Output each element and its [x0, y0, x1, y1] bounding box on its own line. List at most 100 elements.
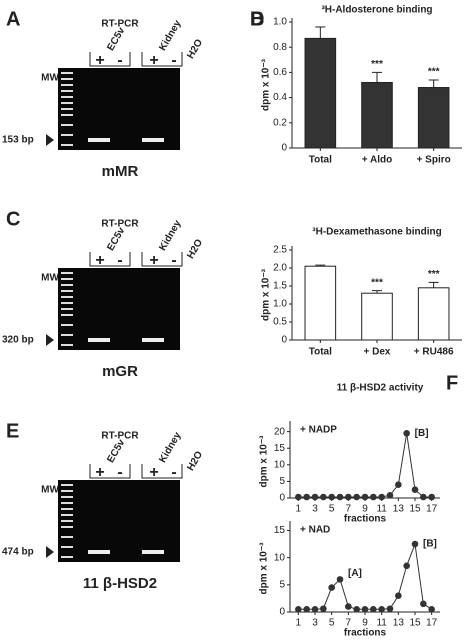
ladder-band [61, 546, 73, 548]
ladder-band [61, 314, 73, 316]
series-line [298, 433, 432, 498]
size-label: 474 bp [2, 547, 34, 558]
lane-group-label: Kidney [157, 218, 183, 253]
ladder-band [61, 124, 73, 126]
y-tick-label: 2.5 [273, 245, 287, 256]
ladder-band [61, 520, 73, 522]
x-axis-label: fractions [344, 514, 387, 525]
x-tick-label: Total [309, 347, 332, 358]
lane-label: H2O [185, 449, 205, 472]
x-tick-label: + Aldo [362, 155, 392, 166]
series-label: + NADP [300, 425, 337, 436]
x-tick-label: 17 [426, 618, 438, 629]
size-label: 153 bp [2, 135, 34, 146]
data-point [328, 493, 335, 501]
data-point [378, 605, 385, 613]
panel-label: B [250, 8, 264, 30]
pcr-band [142, 138, 164, 142]
data-point [420, 600, 427, 608]
ladder-band [61, 144, 73, 146]
lane-bracket [141, 52, 183, 67]
data-point [428, 493, 435, 501]
y-tick-label: 0.6 [273, 67, 287, 78]
significance: *** [428, 269, 440, 280]
peak-label: [B] [415, 428, 429, 439]
lane-label: - [117, 464, 122, 481]
y-axis-label: dpm x 10⁻³ [261, 58, 272, 111]
data-point [353, 605, 360, 613]
bar [417, 287, 450, 341]
ladder-band [61, 490, 73, 492]
data-point [370, 605, 377, 613]
gel-image [58, 480, 180, 562]
data-point [328, 584, 335, 591]
data-point [303, 493, 310, 501]
x-tick-label: 15 [409, 618, 421, 629]
pcr-band [88, 550, 110, 554]
ladder-band [61, 102, 73, 104]
x-tick-label: 7 [346, 504, 352, 515]
x-tick-label: 9 [362, 618, 368, 629]
ladder-band [61, 536, 73, 538]
lane-label: - [171, 464, 176, 481]
x-tick-label: 13 [393, 618, 405, 629]
ladder-band [61, 324, 73, 326]
data-point [378, 493, 385, 501]
gel-image [58, 268, 180, 350]
gel-caption: 11 β-HSD2 [83, 575, 157, 592]
panel-label: C [6, 208, 20, 230]
ladder-band [61, 284, 73, 286]
lane-label: H2O [185, 237, 205, 260]
error-bar [372, 71, 382, 83]
size-label: 320 bp [2, 335, 34, 346]
y-tick-label: 10 [274, 459, 286, 470]
x-tick-label: 1 [296, 618, 302, 629]
data-point [361, 605, 369, 613]
ladder-band [61, 514, 73, 516]
size-arrow [46, 334, 54, 346]
peak-label: [B] [423, 539, 437, 550]
data-point [345, 603, 352, 610]
ladder-band [61, 108, 73, 110]
bar [417, 87, 450, 149]
bar [304, 265, 337, 341]
x-tick-label: 13 [393, 504, 405, 515]
pcr-band [142, 338, 164, 342]
size-arrow [46, 546, 54, 558]
data-point [361, 493, 369, 501]
panel-label: F [446, 372, 458, 394]
x-tick-label: 3 [312, 618, 318, 629]
ladder-band [61, 90, 73, 92]
lane-label: - [117, 52, 122, 69]
x-tick-label: 7 [346, 618, 352, 629]
y-axis-label: dpm x 10⁻³ [259, 542, 270, 595]
x-tick-label: 11 [376, 618, 387, 629]
y-tick-label: 0.4 [273, 92, 287, 103]
error-bar [315, 26, 326, 39]
x-axis-label: fractions [344, 628, 387, 639]
lane-label: - [171, 252, 176, 269]
y-axis-label: dpm x 10⁻³ [259, 435, 270, 488]
data-point [403, 562, 410, 570]
lane-bracket [141, 252, 183, 267]
data-point [395, 481, 402, 489]
pcr-band [88, 138, 110, 142]
lane-label: - [117, 252, 122, 269]
y-tick-label: 1.0 [273, 17, 287, 28]
x-tick-label: + RU486 [414, 347, 454, 358]
error-bar [428, 79, 439, 88]
lane-label: + [149, 464, 158, 481]
significance: *** [428, 67, 440, 78]
ladder-band [61, 334, 73, 336]
data-point [320, 493, 327, 501]
ladder-band [61, 278, 73, 280]
series-label: + NAD [300, 525, 330, 536]
y-tick-label: 1.5 [273, 281, 287, 292]
panel-label: D [250, 8, 264, 30]
data-point [411, 486, 419, 494]
ladder-band [61, 84, 73, 86]
data-point [295, 493, 302, 501]
data-point [403, 429, 410, 437]
x-tick-label: 17 [426, 504, 438, 515]
